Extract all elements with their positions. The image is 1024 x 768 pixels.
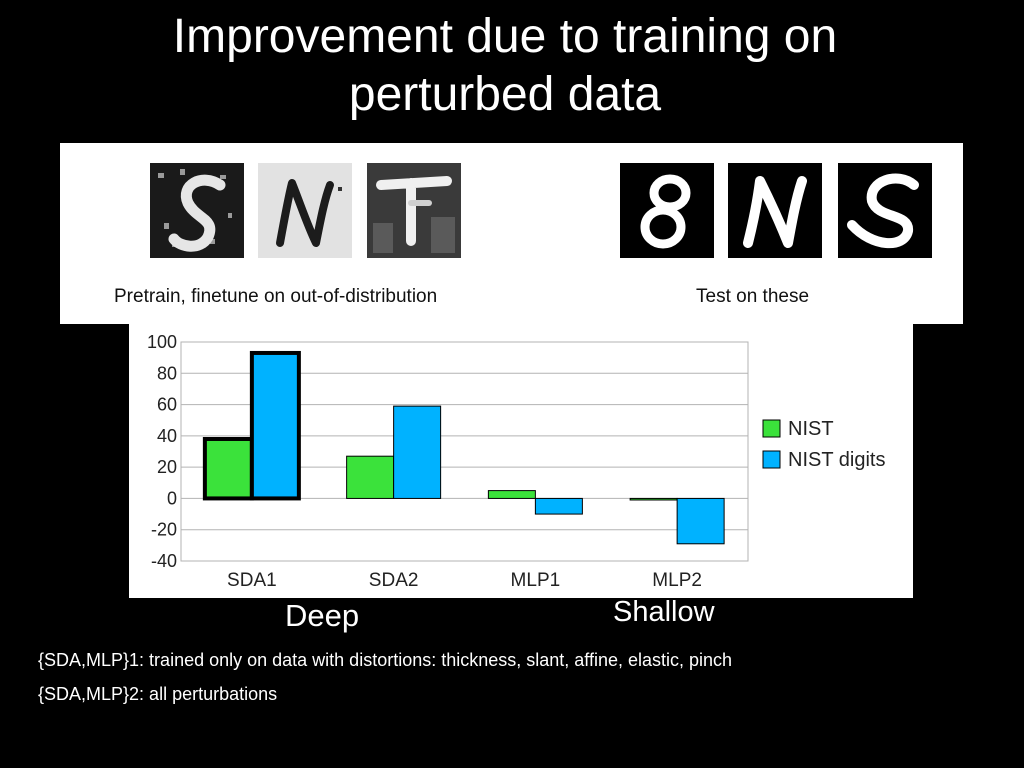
y-tick-label: -40 <box>151 551 177 571</box>
improvement-bar-chart: 100 80 60 40 20 0 -20 -40 SDA1 SDA2 MLP1 MLP2 NIST NI… <box>147 332 886 591</box>
bar-MLP1-NIST-digits <box>534 497 583 515</box>
y-tick-label: 40 <box>157 426 177 446</box>
slide-title: Improvement due to training on perturbed… <box>0 8 1010 124</box>
x-tick-label: MLP2 <box>652 570 702 591</box>
deep-group-label: Deep <box>285 598 360 633</box>
perturbed-n-letter-image <box>258 163 352 258</box>
y-tick-label: 20 <box>157 457 177 477</box>
train-caption: Pretrain, finetune on out-of-distributio… <box>114 286 438 307</box>
bar-MLP2-NIST-digits <box>676 497 725 545</box>
clean-s-letter-image <box>838 163 932 258</box>
shallow-group-label: Shallow <box>613 596 715 628</box>
y-tick-label: 100 <box>147 332 177 352</box>
bar-chart-panel: 100 80 60 40 20 0 -20 -40 SDA1 SDA2 MLP1 MLP2 NIST NI… <box>129 324 913 598</box>
clean-n-letter-image <box>728 163 822 258</box>
footnote-line-1: {SDA,MLP}1: trained only on data with di… <box>38 650 733 670</box>
legend-label: NIST digits <box>788 449 885 471</box>
legend-swatch <box>762 419 781 438</box>
slide-title-line-2: perturbed data <box>348 68 662 121</box>
bar-SDA2-NIST-digits <box>393 405 442 499</box>
test-caption: Test on these <box>696 286 810 307</box>
bar-MLP2-NIST <box>629 497 678 501</box>
footnote-line-2: {SDA,MLP}2: all perturbations <box>38 684 278 704</box>
x-tick-label: SDA1 <box>227 570 277 591</box>
plot-frame <box>180 341 749 562</box>
y-tick-label: 60 <box>157 395 177 415</box>
legend-label: NIST <box>788 418 834 440</box>
x-tick-label: MLP1 <box>511 570 561 591</box>
y-tick-label: 80 <box>157 363 177 383</box>
bar-SDA2-NIST <box>346 455 395 499</box>
bar-SDA1-NIST-digits <box>249 350 301 501</box>
clean-8-digit-image <box>620 163 714 258</box>
bar-MLP1-NIST <box>487 490 536 499</box>
y-tick-label: 0 <box>167 488 177 508</box>
perturbed-t-letter-image <box>367 163 461 258</box>
bar-SDA1-NIST <box>202 436 254 501</box>
y-tick-label: -20 <box>151 520 177 540</box>
slide-title-line-1: Improvement due to training on <box>172 10 838 63</box>
sample-images-panel: Pretrain, finetune on out-of-distributio… <box>60 143 963 324</box>
x-tick-label: SDA2 <box>369 570 419 591</box>
legend-swatch <box>762 450 781 469</box>
perturbed-s-digit-image <box>150 163 244 258</box>
